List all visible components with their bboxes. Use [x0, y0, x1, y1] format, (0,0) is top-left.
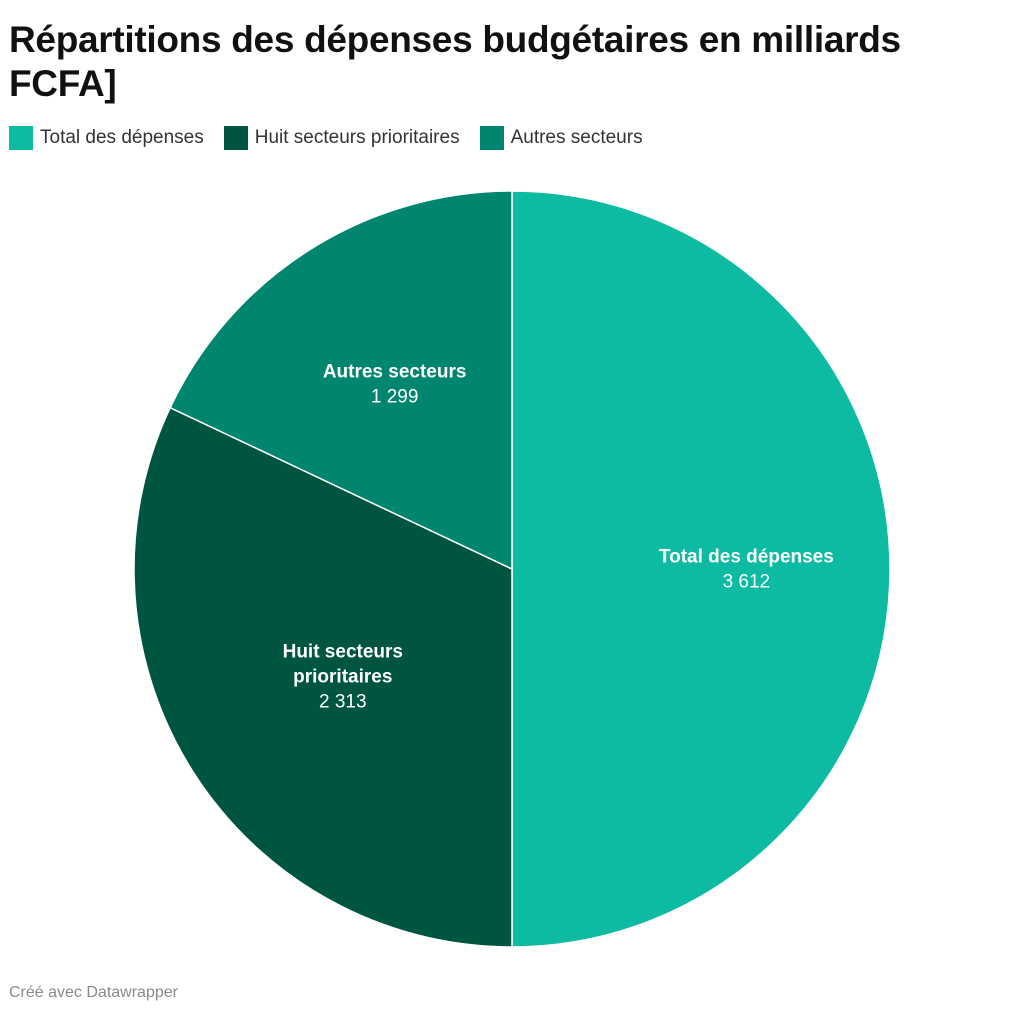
slice-label-name-total: Total des dépenses [659, 547, 834, 568]
chart-title: Répartitions des dépenses budgétaires en… [9, 19, 901, 104]
slice-label-name-huit-0: Huit secteurs [283, 641, 403, 662]
legend-swatch-huit [223, 126, 248, 150]
legend-label-huit: Huit secteurs prioritaires [254, 127, 460, 148]
pie-slice-huit [133, 406, 513, 948]
pie-slice-autres [169, 190, 513, 571]
pie-chart: Total des dépenses 3 612 Huit secteurs prio… [133, 190, 891, 948]
slice-label-total: Total des dépenses 3 612 [659, 547, 834, 593]
slice-label-value-total: 3 612 [723, 572, 771, 593]
slice-label-autres: Autres secteurs 1 299 [323, 361, 467, 407]
legend-label-total: Total des dépenses [40, 127, 204, 148]
legend: Total des dépenses Huit secteurs priorit… [9, 126, 663, 150]
legend-item-total: Total des dépenses [9, 126, 204, 150]
legend-label-autres: Autres secteurs [510, 127, 643, 148]
footer-credit: Créé avec Datawrapper [9, 984, 178, 1001]
slice-label-value-autres: 1 299 [371, 386, 419, 407]
legend-swatch-autres [479, 126, 504, 150]
slice-label-name-autres: Autres secteurs [323, 361, 467, 382]
slice-label-name-huit-1: prioritaires [293, 666, 392, 687]
legend-item-huit: Huit secteurs prioritaires [223, 126, 460, 150]
slice-label-huit: Huit secteurs prioritaires 2 313 [283, 641, 403, 712]
legend-swatch-total [9, 126, 33, 150]
pie-slice-total [511, 190, 891, 948]
slice-label-value-huit: 2 313 [319, 691, 367, 712]
legend-item-autres: Autres secteurs [479, 126, 643, 150]
